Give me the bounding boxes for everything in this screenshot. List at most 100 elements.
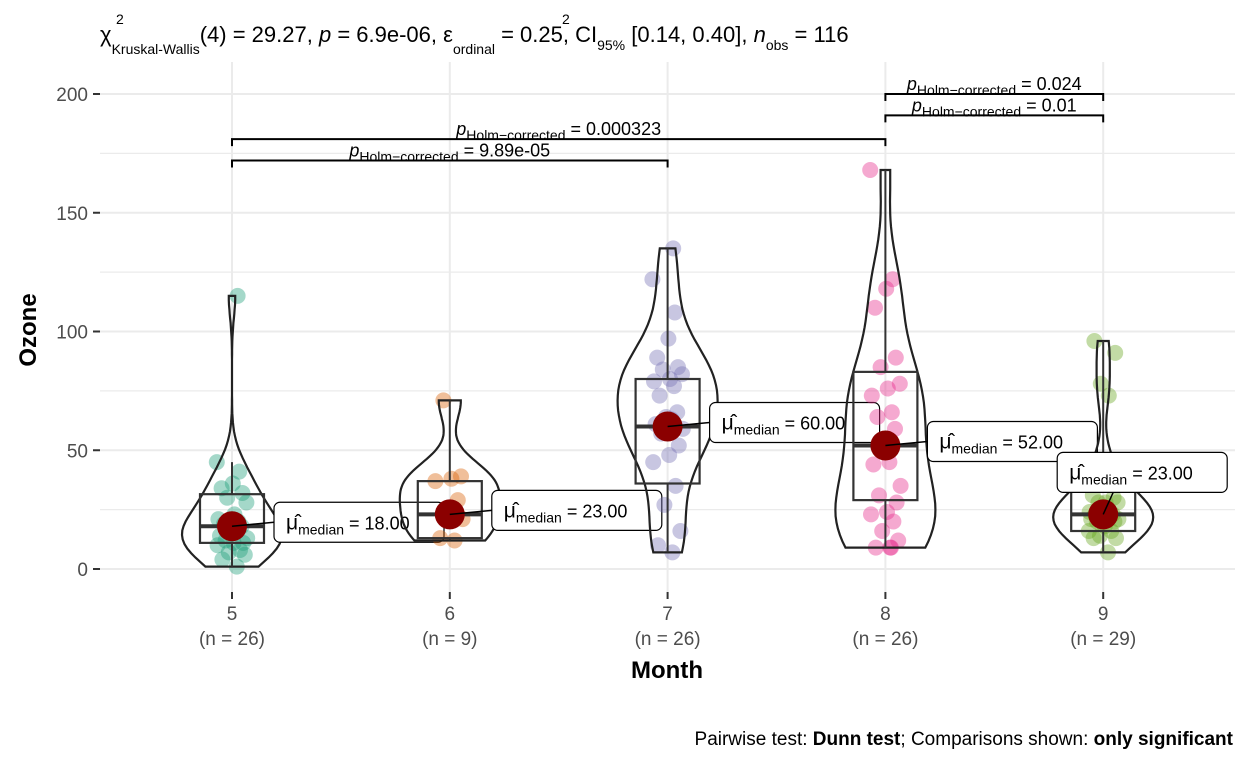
median-label-leader	[1102, 492, 1114, 515]
bracket-line	[884, 93, 1105, 101]
violin	[834, 168, 937, 549]
data-point	[670, 359, 686, 376]
data-point	[645, 454, 662, 471]
epsilon-superscript: 2	[562, 11, 570, 27]
data-point	[885, 513, 902, 530]
y-tick-label: 50	[67, 441, 88, 462]
group-month-6: μ̂median = 23.00	[398, 392, 663, 549]
pairwise-comparisons: pHolm−corrected = 9.89e-05pHolm−correcte…	[231, 74, 1105, 168]
group-month-9: μ̂median = 23.00	[1052, 333, 1228, 561]
data-point	[232, 542, 248, 558]
x-tick-label: 6	[445, 604, 456, 625]
data-point	[209, 537, 226, 554]
y-tick-label: 200	[56, 85, 88, 106]
x-tick-n-label: (n = 29)	[1070, 629, 1136, 650]
median-label-leader	[885, 440, 928, 447]
data-point	[238, 494, 255, 511]
median-label-leader	[667, 421, 710, 428]
data-point	[656, 496, 673, 513]
median-label-leader	[449, 509, 492, 516]
data-point	[1107, 344, 1124, 361]
data-point	[443, 470, 460, 487]
data-point	[651, 387, 668, 404]
x-tick-label: 8	[880, 604, 891, 625]
comparison-p-label: pHolm−corrected = 9.89e-05	[348, 141, 550, 165]
box	[852, 370, 919, 502]
median-label-box	[708, 401, 881, 444]
y-axis-title: Ozone	[15, 293, 42, 366]
data-point	[891, 375, 908, 392]
comparison-bracket: pHolm−corrected = 0.01	[884, 95, 1105, 123]
data-point	[883, 404, 900, 421]
data-point	[231, 463, 248, 480]
comparison-p-label: pHolm−corrected = 0.01	[911, 95, 1077, 119]
group-month-7: μ̂median = 60.00	[616, 240, 881, 561]
x-axis: 5 (n = 26) 6 (n = 9) 7 (n = 26) 8 (n = 26) 9 (n =…	[199, 592, 1136, 650]
data-point	[890, 532, 907, 549]
stat-subtitle: χKruskal-Wallis(4) = 29.27, p = 6.9e-06,…	[100, 22, 849, 57]
group-month-5: μ̂median = 18.00	[180, 287, 445, 575]
data-point	[888, 494, 905, 511]
median-label-leader	[231, 521, 275, 527]
data-point	[1085, 530, 1102, 547]
data-point	[649, 349, 666, 366]
y-tick-label: 100	[56, 323, 88, 344]
data-point	[214, 551, 231, 568]
y-tick-label: 0	[77, 560, 88, 581]
data-point	[863, 506, 879, 523]
data-point	[863, 387, 880, 404]
data-point	[213, 480, 230, 497]
comparison-p-label: pHolm−corrected = 0.024	[906, 74, 1082, 98]
data-point	[879, 504, 895, 520]
data-point	[862, 162, 879, 178]
data-point	[234, 485, 251, 501]
x-tick-label: 9	[1098, 604, 1109, 625]
group-month-8: μ̂median = 52.00	[834, 162, 1099, 556]
data-point	[236, 546, 253, 563]
median-label-text: μ̂median = 18.00	[286, 511, 410, 537]
data-point	[879, 380, 896, 397]
x-tick-n-label: (n = 26)	[199, 629, 265, 650]
bracket-line	[231, 138, 887, 147]
data-point	[1092, 375, 1109, 392]
violin	[616, 247, 719, 554]
data-point	[646, 373, 662, 390]
x-tick-label: 5	[227, 604, 238, 625]
median-label-box	[491, 489, 663, 531]
x-tick-n-label: (n = 26)	[635, 629, 701, 650]
y-axis: 0 50 100 150 200	[56, 85, 100, 581]
x-tick-n-label: (n = 26)	[852, 629, 918, 650]
data-point	[666, 378, 682, 395]
comparison-bracket: pHolm−corrected = 0.024	[884, 74, 1105, 101]
median-label-text: μ̂median = 52.00	[939, 431, 1063, 457]
median-label-text: μ̂median = 23.00	[504, 499, 628, 525]
data-point	[869, 409, 886, 425]
box	[416, 480, 483, 540]
data-point	[229, 287, 246, 304]
data-point	[650, 537, 666, 554]
data-point	[887, 349, 904, 366]
data-point	[667, 477, 684, 494]
comparison-bracket: pHolm−corrected = 9.89e-05	[231, 141, 669, 168]
median-label-text: μ̂median = 60.00	[722, 412, 846, 438]
data-point	[867, 299, 883, 316]
comparison-bracket: pHolm−corrected = 0.000323	[231, 119, 887, 147]
chi-superscript: 2	[116, 11, 124, 27]
box	[634, 377, 701, 485]
groups: μ̂median = 18.00μ̂median = 23.00μ̂median…	[180, 162, 1228, 575]
x-axis-title: Month	[631, 657, 703, 684]
bracket-line	[884, 114, 1105, 123]
x-tick-label: 7	[662, 604, 673, 625]
data-point	[892, 477, 909, 494]
x-tick-n-label: (n = 9)	[422, 629, 477, 650]
box	[198, 493, 266, 544]
data-point	[884, 271, 901, 288]
comparison-p-label: pHolm−corrected = 0.000323	[455, 119, 661, 143]
data-point	[865, 456, 882, 473]
data-point	[670, 437, 687, 454]
data-point	[666, 304, 683, 321]
bracket-line	[231, 159, 669, 168]
violin	[180, 294, 284, 568]
caption: Pairwise test: Dunn test; Comparisons sh…	[695, 729, 1234, 750]
median-label-box	[1056, 451, 1228, 493]
